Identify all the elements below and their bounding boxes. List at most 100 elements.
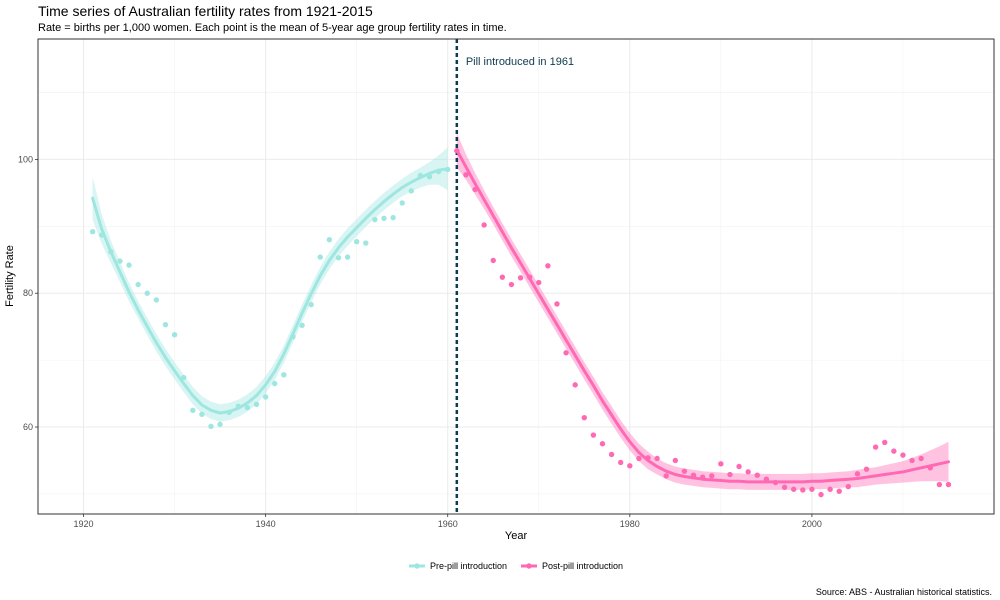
post-pill-introduction-point	[927, 465, 933, 471]
pre-pill-introduction-point	[326, 237, 333, 243]
post-pill-introduction-point	[481, 222, 487, 228]
post-pill-introduction-point	[472, 186, 478, 193]
post-pill-introduction-point	[763, 476, 770, 482]
post-pill-introduction-point	[526, 274, 533, 280]
post-pill-introduction-point	[517, 275, 524, 281]
pre-pill-introduction-point	[171, 332, 178, 338]
post-pill-introduction-point	[909, 457, 915, 464]
pre-pill-introduction-point	[235, 403, 242, 409]
legend-label-post-pill-introduction: Post-pill introduction	[542, 561, 623, 571]
pre-pill-introduction-point	[363, 240, 369, 246]
pre-pill-introduction-point	[372, 216, 378, 223]
pre-pill-introduction-point	[426, 174, 433, 180]
post-pill-introduction-point	[745, 469, 751, 475]
pre-pill-introduction-point	[108, 249, 114, 255]
pre-pill-introduction-point	[153, 297, 160, 303]
post-pill-introduction-point	[590, 432, 597, 438]
pre-pill-introduction-point	[272, 380, 278, 387]
pre-pill-introduction-point	[99, 232, 105, 238]
post-pill-introduction-point	[845, 483, 852, 490]
pre-pill-introduction-point	[353, 239, 360, 245]
post-pill-introduction-point	[754, 472, 760, 478]
pre-pill-introduction-point	[390, 214, 396, 221]
pre-pill-introduction-point	[226, 409, 232, 416]
post-pill-introduction-point	[563, 350, 569, 356]
x-tick-label: 2000	[802, 519, 822, 529]
post-pill-introduction-point	[709, 473, 715, 479]
pre-pill-introduction-point	[290, 334, 296, 340]
post-pill-introduction-point	[490, 257, 496, 264]
post-pill-introduction-point	[945, 481, 952, 488]
post-pill-introduction-point	[727, 471, 733, 478]
pre-pill-introduction-point	[281, 372, 287, 378]
pill-annotation: Pill introduced in 1961	[466, 56, 574, 68]
post-pill-introduction-point	[508, 281, 515, 288]
pre-pill-introduction-point	[308, 301, 314, 308]
chart-title: Time series of Australian fertility rate…	[38, 3, 373, 19]
pre-pill-introduction-point	[144, 290, 150, 296]
post-pill-introduction-point	[454, 148, 460, 154]
pre-pill-introduction-point	[180, 374, 187, 381]
pre-pill-introduction-point	[117, 258, 123, 264]
pre-pill-introduction-point	[344, 254, 351, 260]
pre-pill-introduction-band	[92, 147, 448, 422]
post-pill-introduction-point	[618, 459, 624, 466]
data-points	[89, 148, 952, 498]
post-pill-introduction-point	[654, 455, 660, 462]
post-pill-introduction-point	[463, 172, 469, 178]
post-pill-introduction-point	[818, 491, 824, 498]
post-pill-introduction-point	[608, 451, 615, 458]
post-pill-introduction-point	[836, 488, 842, 494]
confidence-bands	[92, 132, 949, 490]
post-pill-introduction-point	[554, 301, 560, 307]
post-pill-introduction-point	[863, 466, 870, 472]
post-pill-introduction-point	[572, 382, 578, 388]
post-pill-introduction-point	[690, 472, 697, 478]
pre-pill-introduction-point	[208, 423, 214, 430]
post-pill-introduction-point	[936, 481, 943, 488]
post-pill-introduction-point	[536, 279, 542, 286]
legend-label-pre-pill-introduction: Pre-pill introduction	[430, 561, 507, 571]
post-pill-introduction-point	[781, 484, 788, 490]
pre-pill-introduction-point	[199, 411, 205, 418]
post-pill-introduction-point	[772, 479, 779, 486]
pre-pill-introduction-point	[435, 168, 442, 175]
grid-minor	[38, 39, 994, 514]
pre-pill-introduction-point	[381, 215, 387, 221]
pre-pill-introduction-point	[335, 255, 342, 261]
post-pill-introduction-point	[872, 444, 879, 450]
post-pill-introduction-point	[800, 487, 806, 493]
post-pill-introduction-point	[882, 439, 888, 446]
post-pill-introduction-point	[718, 461, 724, 467]
post-pill-introduction-point	[699, 474, 706, 480]
y-tick-label: 100	[18, 154, 33, 164]
post-pill-introduction-point	[918, 455, 924, 462]
chart-subtitle: Rate = births per 1,000 women. Each poin…	[38, 22, 507, 34]
post-pill-introduction-point	[681, 468, 688, 474]
pre-pill-introduction-point	[217, 421, 223, 428]
x-tick-label: 1980	[620, 519, 640, 529]
post-pill-introduction-point	[599, 441, 606, 447]
post-pill-introduction-point	[827, 486, 833, 492]
pre-pill-introduction-point	[244, 404, 251, 411]
pre-pill-introduction-point	[253, 401, 260, 407]
pre-pill-introduction-point	[417, 172, 424, 179]
x-axis-title: Year	[505, 530, 528, 542]
x-tick-label: 1920	[74, 519, 94, 529]
post-pill-introduction-point	[636, 455, 642, 462]
legend-key-point-post-pill-introduction	[526, 563, 532, 569]
pre-pill-introduction-point	[445, 166, 451, 173]
post-pill-introduction-point	[581, 414, 587, 421]
x-axis-ticks: 1920 1940 1960 1980 2000	[74, 514, 822, 529]
pre-pill-introduction-point	[262, 394, 269, 400]
pre-pill-introduction-point	[190, 407, 196, 414]
post-pill-introduction-point	[891, 448, 897, 454]
pre-pill-introduction-point	[89, 228, 96, 235]
x-tick-label: 1960	[438, 519, 458, 529]
pre-pill-introduction-point	[162, 321, 169, 328]
y-axis-title: Fertility Rate	[4, 245, 16, 307]
grid-major	[38, 39, 994, 514]
plot-border	[37, 38, 995, 515]
pre-pill-introduction-smooth-line	[91, 167, 450, 415]
